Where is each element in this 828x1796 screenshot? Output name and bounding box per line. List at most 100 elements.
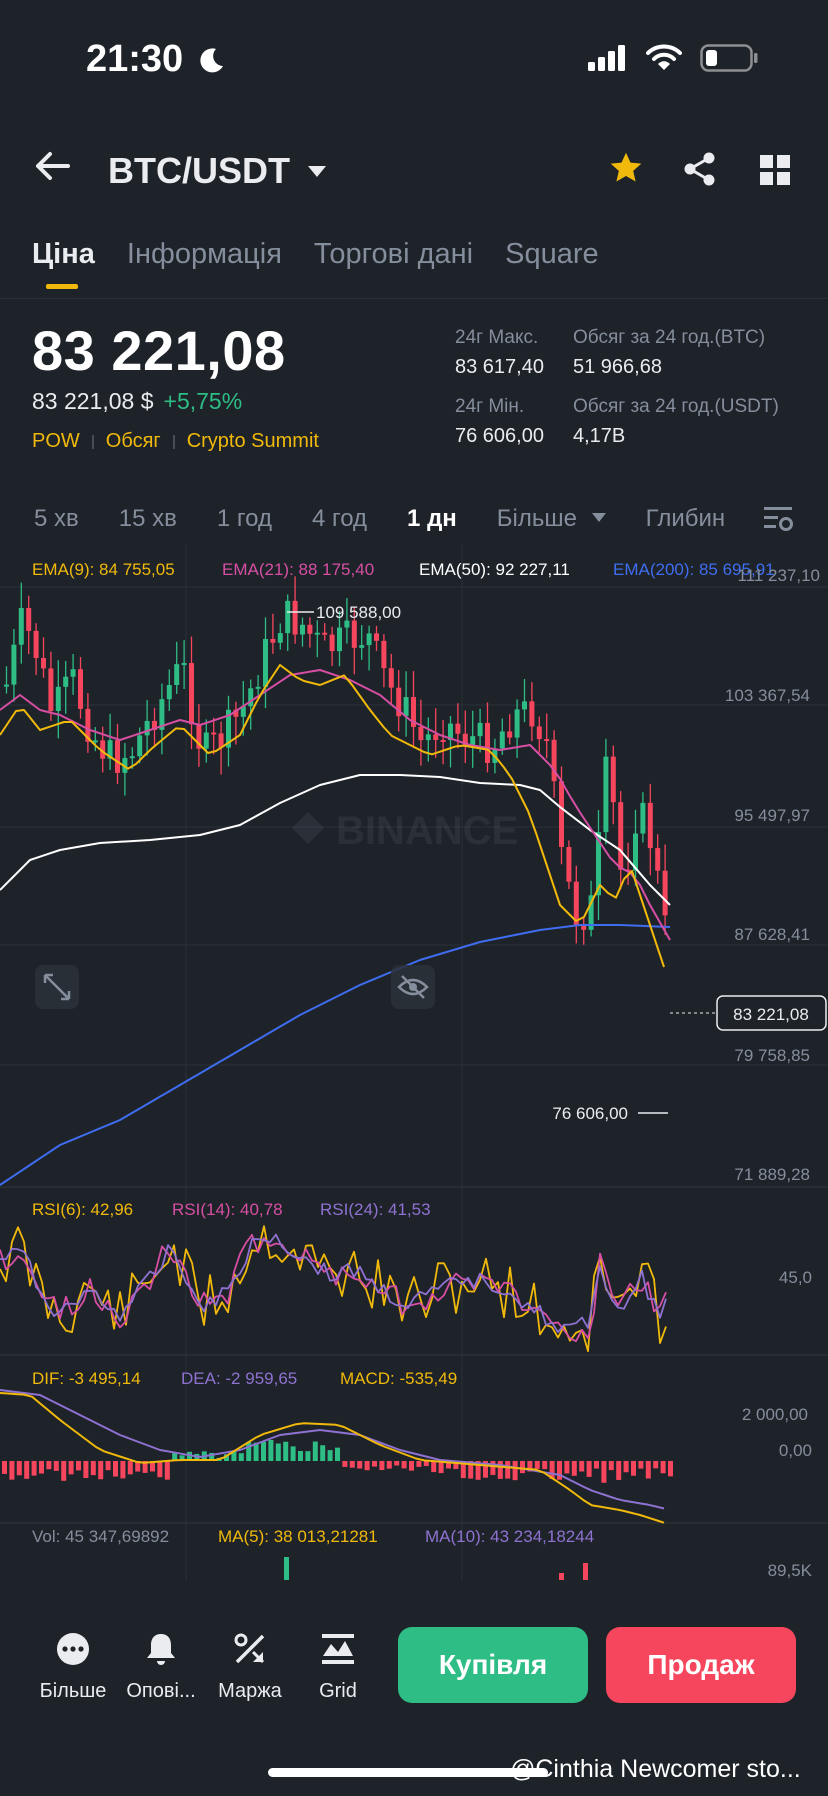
nav-grid[interactable]: Grid <box>293 1630 383 1703</box>
macd-bar <box>142 1461 148 1473</box>
cellular-signal-icon <box>588 45 625 71</box>
macd-bar <box>320 1445 326 1461</box>
candle-body <box>107 740 113 759</box>
moon-icon <box>200 48 223 73</box>
tf-5m[interactable]: 5 хв <box>34 505 79 532</box>
macd-bar <box>490 1461 496 1475</box>
low-marker-label: 76 606,00 <box>552 1104 628 1123</box>
macd-bar <box>253 1442 259 1461</box>
candle-body <box>640 802 646 834</box>
pair-selector[interactable]: BTC/USDT <box>108 150 326 192</box>
macd-bar <box>16 1461 22 1476</box>
buy-button[interactable]: Купівля <box>398 1627 588 1703</box>
tab-trading-data[interactable]: Торгові дані <box>313 238 474 270</box>
vol-axis-tick: 89,5K <box>768 1561 813 1580</box>
vol-ma5-legend: MA(5): 38 013,21281 <box>218 1527 378 1546</box>
macd-bar <box>564 1461 570 1474</box>
macd-bar <box>483 1461 488 1478</box>
candle-body <box>144 720 150 736</box>
candle-body <box>270 638 276 643</box>
nav-margin[interactable]: Маржа <box>205 1630 295 1703</box>
candle-body <box>174 664 180 686</box>
macd-bar <box>164 1461 170 1480</box>
macd-bar <box>120 1461 126 1479</box>
fullscreen-button[interactable] <box>35 965 79 1009</box>
candle-body <box>462 733 468 746</box>
candle-body <box>351 620 357 648</box>
tf-more[interactable]: Більше <box>497 505 606 533</box>
macd-bar <box>327 1450 333 1461</box>
tf-depth[interactable]: Глибин <box>645 505 726 532</box>
grid-bot-icon <box>322 1634 354 1664</box>
timeframe-bar: 5 хв 15 хв 1 год 4 год 1 дн Більше Глиби… <box>34 505 725 533</box>
macd-bar <box>460 1461 466 1479</box>
candle-body <box>263 638 268 687</box>
nav-alerts[interactable]: Опові... <box>116 1630 206 1703</box>
candle-body <box>596 832 601 896</box>
candle-body <box>418 726 424 741</box>
macd-bar <box>298 1450 303 1461</box>
macd-bar <box>179 1455 185 1461</box>
share-button[interactable] <box>683 152 717 191</box>
candle-body <box>322 632 328 635</box>
sell-button[interactable]: Продаж <box>606 1627 796 1703</box>
rsi-axis-tick: 45,0 <box>779 1268 812 1287</box>
candle-body <box>522 701 527 710</box>
tag-volume[interactable]: Обсяг <box>105 430 161 452</box>
candle-body <box>366 633 372 646</box>
candle-body <box>566 847 572 882</box>
caret-down-icon <box>591 513 606 522</box>
candle-body <box>388 668 394 688</box>
macd-bar <box>357 1461 363 1469</box>
tab-info[interactable]: Інформація <box>126 238 282 270</box>
macd-bar <box>290 1446 296 1461</box>
tag-pow[interactable]: POW <box>32 430 80 452</box>
back-button[interactable] <box>32 146 72 186</box>
ema9-line <box>0 664 665 968</box>
candle-body <box>189 663 194 725</box>
macd-lines <box>0 1389 665 1524</box>
kline-chart[interactable]: BINANCE EMA(9): 84 755,05 EMA(21): 88 17… <box>0 545 828 1580</box>
hide-indicators-button[interactable] <box>391 965 435 1009</box>
rsi24-legend: RSI(24): 41,53 <box>320 1200 431 1219</box>
tag-crypto-summit[interactable]: Crypto Summit <box>186 430 319 452</box>
candle-body <box>603 756 609 833</box>
tab-price[interactable]: Ціна <box>32 238 95 289</box>
tf-4h[interactable]: 4 год <box>311 505 368 532</box>
favorite-button[interactable] <box>608 150 644 191</box>
tf-1h[interactable]: 1 год <box>216 505 272 532</box>
candle-body <box>529 701 535 727</box>
tf-15m[interactable]: 15 хв <box>118 505 177 532</box>
macd-bar <box>512 1461 518 1481</box>
macd-bar <box>527 1461 533 1472</box>
dea-legend: DEA: -2 959,65 <box>181 1369 297 1388</box>
macd-bar <box>283 1441 289 1461</box>
candle-body <box>63 676 69 687</box>
price-tick: 95 497,97 <box>734 806 810 825</box>
candle-body <box>26 608 32 631</box>
candle-body <box>211 732 217 735</box>
candle-body <box>4 684 9 687</box>
ema-lines <box>0 664 671 1186</box>
macd-bar <box>127 1461 133 1475</box>
candle-body <box>337 627 342 652</box>
candle-body <box>403 697 409 717</box>
macd-bar <box>305 1451 311 1461</box>
macd-bar <box>39 1461 44 1474</box>
price-axis: 111 237,10 103 367,54 95 497,97 87 628,4… <box>725 566 820 1184</box>
layout-button[interactable] <box>760 155 790 190</box>
candle-body <box>115 740 120 773</box>
binance-watermark: BINANCE <box>292 809 518 853</box>
nav-more[interactable]: Більше <box>28 1630 118 1703</box>
tags: POW Обсяг Crypto Summit <box>32 430 319 453</box>
chart-settings-button[interactable] <box>764 505 794 538</box>
low-value: 76 606,00 <box>455 425 544 447</box>
macd-bar <box>475 1461 481 1480</box>
tf-1d[interactable]: 1 дн <box>407 505 457 532</box>
macd-bar <box>446 1461 451 1469</box>
tab-square[interactable]: Square <box>505 238 599 270</box>
macd-bar <box>416 1461 422 1467</box>
candle-body <box>78 669 83 709</box>
ema50-legend: EMA(50): 92 227,11 <box>419 560 570 579</box>
price-sub: 83 221,08 $ +5,75% <box>32 388 242 415</box>
